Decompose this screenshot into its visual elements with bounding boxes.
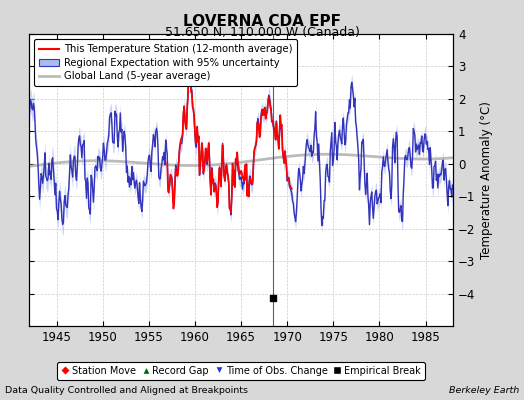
Text: Data Quality Controlled and Aligned at Breakpoints: Data Quality Controlled and Aligned at B… — [5, 386, 248, 395]
Y-axis label: Temperature Anomaly (°C): Temperature Anomaly (°C) — [479, 101, 493, 259]
Text: LOVERNA CDA EPF: LOVERNA CDA EPF — [183, 14, 341, 29]
Text: Berkeley Earth: Berkeley Earth — [449, 386, 519, 395]
Text: 51.650 N, 110.000 W (Canada): 51.650 N, 110.000 W (Canada) — [165, 26, 359, 39]
Legend: Station Move, Record Gap, Time of Obs. Change, Empirical Break: Station Move, Record Gap, Time of Obs. C… — [58, 362, 424, 380]
